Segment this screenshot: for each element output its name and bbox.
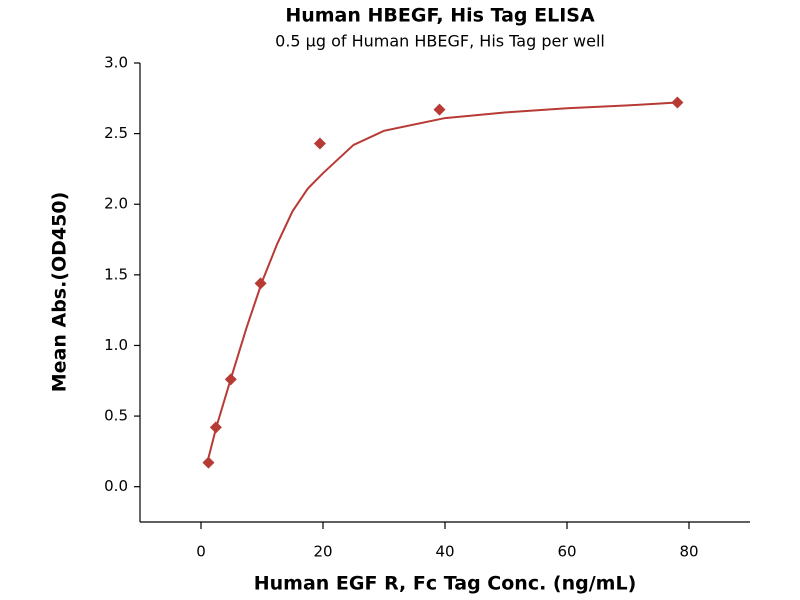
chart-title: Human HBEGF, His Tag ELISA <box>285 5 595 27</box>
data-point <box>671 96 684 109</box>
fit-curve <box>207 101 678 459</box>
data-point <box>209 421 222 434</box>
y-tick-label: 2.5 <box>104 124 128 142</box>
data-point <box>224 373 237 386</box>
x-tick-label: 0 <box>196 543 206 561</box>
y-tick-label: 1.0 <box>104 336 128 354</box>
y-tick-label: 0.0 <box>104 477 128 495</box>
data-point <box>254 277 267 290</box>
x-tick-label: 80 <box>679 543 698 561</box>
y-tick-label: 3.0 <box>104 54 128 72</box>
x-axis-label: Human EGF R, Fc Tag Conc. (ng/mL) <box>254 573 637 595</box>
x-tick-label: 60 <box>557 543 576 561</box>
chart-subtitle: 0.5 μg of Human HBEGF, His Tag per well <box>275 32 605 51</box>
x-tick-label: 40 <box>435 543 454 561</box>
y-tick-label: 2.0 <box>104 195 128 213</box>
data-point <box>313 137 326 150</box>
y-tick-label: 0.5 <box>104 407 128 425</box>
data-point <box>433 103 446 116</box>
y-tick-label: 1.5 <box>104 265 128 283</box>
y-axis-label: Mean Abs.(OD450) <box>49 192 71 393</box>
data-point <box>202 456 215 469</box>
x-tick-label: 20 <box>313 543 332 561</box>
